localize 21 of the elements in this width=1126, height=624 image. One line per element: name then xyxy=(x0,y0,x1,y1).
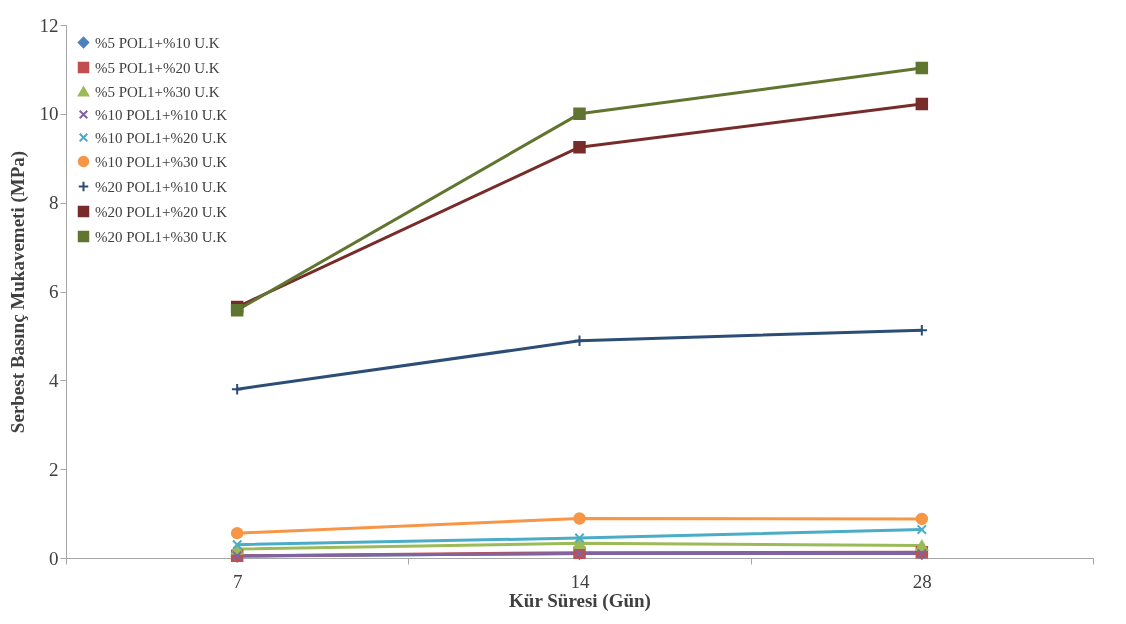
x-tick-label: 28 xyxy=(912,570,932,592)
legend-label: %5 POL1+%20 U.K xyxy=(95,59,220,76)
x-tick-label: 7 xyxy=(232,570,243,592)
y-tick-label: 4 xyxy=(49,369,59,391)
y-tick-label: 10 xyxy=(39,103,59,125)
legend-label: %10 POL1+%20 U.K xyxy=(95,129,228,146)
y-tick-label: 12 xyxy=(39,14,59,36)
legend-label: %20 POL1+%10 U.K xyxy=(95,178,228,195)
legend-label: %20 POL1+%20 U.K xyxy=(95,203,228,220)
y-tick-label: 8 xyxy=(49,192,59,214)
y-tick-label: 0 xyxy=(49,547,59,569)
legend-label: %10 POL1+%30 U.K xyxy=(95,153,228,170)
legend-label: %5 POL1+%30 U.K xyxy=(95,83,220,100)
x-axis-title: Kür Süresi (Gün) xyxy=(509,589,651,612)
y-axis-title: Serbest Basınç Mukavemeti (MPa) xyxy=(6,150,29,434)
y-tick-label: 2 xyxy=(49,458,59,480)
legend-label: %10 POL1+%10 U.K xyxy=(95,106,228,123)
legend-label: %20 POL1+%30 U.K xyxy=(95,228,228,245)
y-tick-label: 6 xyxy=(49,281,59,302)
x-tick-label: 14 xyxy=(570,570,590,592)
legend-label: %5 POL1+%10 U.K xyxy=(95,34,220,51)
